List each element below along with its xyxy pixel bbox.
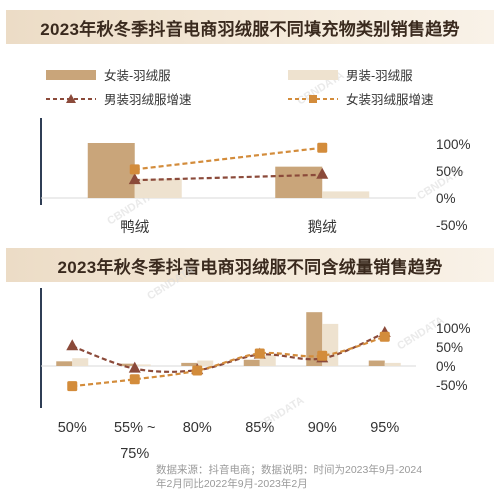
legend-marker-men-line bbox=[66, 94, 76, 103]
chart2-point-women-1 bbox=[129, 374, 140, 385]
legend-marker-women-line bbox=[309, 95, 317, 103]
chart2-x-label-0: 50% bbox=[58, 420, 87, 436]
chart2-bar-women-3 bbox=[243, 359, 260, 366]
chart1-line-men bbox=[134, 173, 323, 182]
chart2-x-label-3: 85% bbox=[245, 420, 274, 436]
chart1-point-women-0 bbox=[129, 164, 140, 175]
chart1-x-label-1: 鹅绒 bbox=[308, 219, 337, 236]
chart2-x-label-1-line-0: 55% ~ bbox=[114, 420, 156, 436]
data-source-note: 数据来源：抖音电商；数据说明：时间为2023年9月-2024 年2月同比2022… bbox=[156, 463, 486, 491]
chart2-x-label-2: 80% bbox=[183, 420, 212, 436]
chart-title-down-content: 2023年秋冬季抖音电商羽绒服不同含绒量销售趋势 bbox=[6, 248, 494, 282]
chart-title-filling-text: 2023年秋冬季抖音电商羽绒服不同填充物类别销售趋势 bbox=[40, 19, 460, 39]
chart2-y2-tick-3: -50% bbox=[436, 378, 468, 393]
chart2-y2-tick-0: 100% bbox=[436, 321, 471, 336]
chart2-x-label-1-line-1: 75% bbox=[120, 446, 149, 462]
chart2-point-women-5 bbox=[379, 331, 390, 342]
chart2-bar-women-1 bbox=[118, 363, 135, 366]
chart2-point-women-4 bbox=[317, 350, 328, 361]
chart2-bar-men-0 bbox=[72, 358, 89, 366]
chart2-bar-women-2 bbox=[181, 362, 198, 366]
chart1-x-label-0: 鸭绒 bbox=[120, 219, 149, 236]
chart2-bar-men-1 bbox=[134, 364, 151, 366]
chart1-bar-men-1 bbox=[322, 191, 370, 198]
chart2-point-men-1 bbox=[128, 361, 141, 373]
chart2-y2-tick-1: 50% bbox=[436, 340, 463, 355]
chart2-bar-women-0 bbox=[56, 361, 73, 366]
chart2-line-men bbox=[71, 331, 386, 373]
chart2-y2-tick-2: 0% bbox=[436, 359, 456, 374]
chart1-point-women-1 bbox=[317, 142, 328, 153]
chart2-point-men-0 bbox=[66, 339, 79, 351]
chart2-x-label-4: 90% bbox=[308, 420, 337, 436]
chart1-bar-women-1 bbox=[275, 166, 323, 198]
watermark-3: CBNDATA bbox=[145, 264, 196, 302]
chart2-point-women-2 bbox=[192, 365, 203, 376]
chart2-point-women-0 bbox=[67, 381, 78, 392]
chart1-point-men-1 bbox=[316, 167, 329, 179]
chart2-point-women-3 bbox=[254, 348, 265, 359]
chart1-bar-men-0 bbox=[134, 178, 182, 198]
chart2-bar-men-5 bbox=[384, 362, 401, 366]
legend-label-men-bar: 男装-羽绒服 bbox=[346, 69, 413, 83]
chart2-bar-men-2 bbox=[197, 360, 214, 366]
chart1-point-men-0 bbox=[128, 173, 141, 185]
legend-label-women-bar: 女装-羽绒服 bbox=[104, 68, 171, 83]
chart1-y2-tick-1: 50% bbox=[436, 164, 463, 179]
legend-label-men-line: 男装羽绒服增速 bbox=[104, 92, 192, 107]
chart1-y2-tick-0: 100% bbox=[436, 137, 471, 152]
chart2-bar-women-5 bbox=[368, 360, 385, 366]
data-source-line-1: 数据来源：抖音电商；数据说明：时间为2023年9月-2024 bbox=[156, 464, 423, 476]
chart2-x-label-5: 95% bbox=[370, 420, 399, 436]
chart1-y2-tick-2: 0% bbox=[436, 191, 456, 206]
chart1-bar-women-0 bbox=[87, 143, 135, 198]
legend-swatch-women-bar bbox=[46, 70, 96, 80]
legend-label-women-line: 女装羽绒服增速 bbox=[346, 92, 434, 107]
chart-title-down-content-text: 2023年秋冬季抖音电商羽绒服不同含绒量销售趋势 bbox=[57, 257, 443, 277]
chart1-y2-tick-3: -50% bbox=[436, 218, 468, 233]
chart-title-filling: 2023年秋冬季抖音电商羽绒服不同填充物类别销售趋势 bbox=[6, 10, 494, 44]
chart2-bar-men-3 bbox=[259, 355, 276, 366]
data-source-line-2: 年2月同比2022年9月-2023年2月 bbox=[156, 478, 308, 490]
chart1-line-women bbox=[134, 146, 323, 171]
legend-swatch-men-bar bbox=[288, 70, 338, 80]
